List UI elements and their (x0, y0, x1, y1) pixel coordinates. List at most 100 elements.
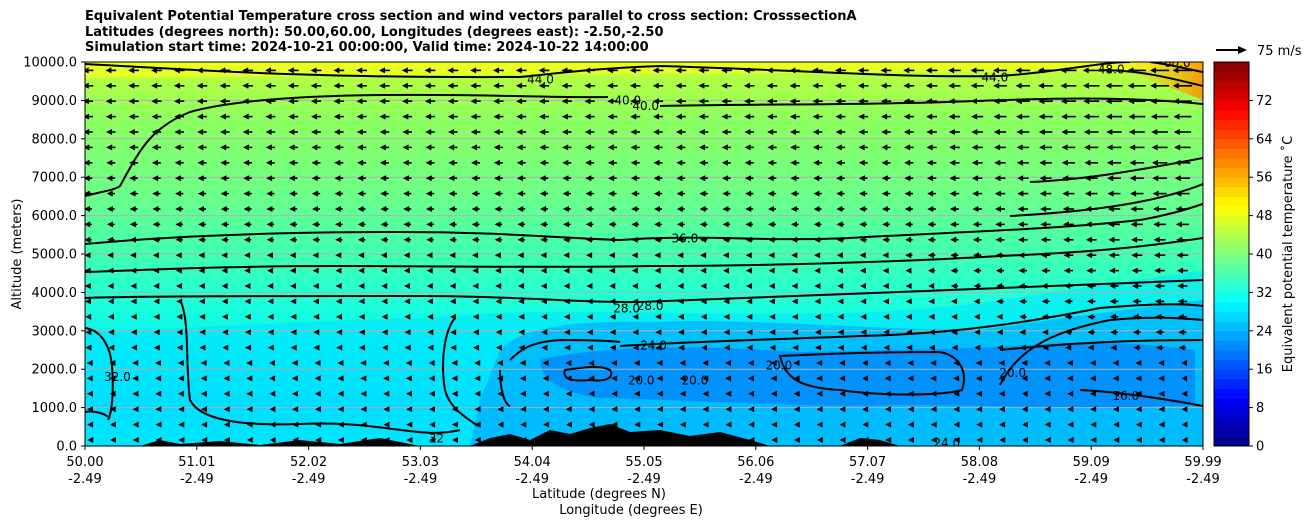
wind-arrow (1089, 375, 1096, 382)
contour-lines (85, 62, 1203, 434)
wind-arrow (538, 67, 550, 74)
wind-arrow (746, 344, 753, 351)
wind-arrow (1155, 344, 1164, 351)
wind-arrow (563, 252, 570, 259)
wind-arrow (835, 113, 846, 120)
contour-label: 16.0 (1112, 389, 1139, 403)
wind-arrow (1064, 329, 1072, 336)
colorbar-segment (1214, 158, 1249, 169)
wind-arrow (860, 313, 867, 320)
wind-arrow (128, 129, 139, 135)
wind-arrow (335, 236, 343, 243)
wind-arrow (928, 313, 935, 320)
wind-arrow (151, 113, 162, 120)
wind-arrow (789, 67, 801, 74)
wind-arrow (903, 98, 915, 105)
wind-arrow (743, 67, 755, 74)
wind-arrow (676, 190, 685, 197)
wind-arrow (1181, 437, 1188, 443)
wind-arrow (723, 267, 730, 274)
wind-arrow (584, 67, 596, 74)
x-tick-label-lon: -2.49 (515, 472, 549, 487)
wind-arrow (109, 360, 116, 366)
wind-arrow (87, 437, 94, 443)
wind-arrow (1181, 390, 1188, 397)
wind-arrow (447, 98, 458, 105)
wind-arrow (1085, 236, 1097, 243)
wind-arrow (949, 206, 959, 212)
wind-arrow (471, 159, 481, 166)
wind-arrow (1158, 406, 1165, 413)
wind-arrow (928, 267, 936, 274)
wind-arrow (494, 236, 503, 243)
wind-arrow (176, 329, 183, 336)
wind-arrow (586, 252, 593, 259)
wind-arrow (1127, 67, 1147, 74)
wind-arrow (290, 283, 297, 289)
wind-arrow (654, 283, 661, 289)
wind-arrow (222, 329, 229, 336)
wind-arrow (725, 406, 732, 413)
wind-arrow (859, 190, 868, 197)
wind-arrow (1021, 360, 1028, 366)
wind-arrow (1038, 98, 1053, 105)
wind-arrow (586, 313, 593, 320)
wind-arrow (631, 206, 640, 212)
wind-arrow (246, 421, 253, 428)
wind-arrow (470, 98, 481, 105)
wind-arrow (516, 98, 527, 105)
wind-arrow (1113, 421, 1120, 428)
wind-arrow (426, 267, 433, 274)
wind-arrow (541, 329, 548, 336)
wind-arrow (518, 344, 525, 351)
wind-arrow (768, 236, 776, 243)
wind-arrow (747, 375, 754, 382)
wind-arrow (86, 360, 93, 366)
wind-arrow (905, 298, 912, 305)
wind-arrow (1178, 344, 1187, 351)
contour-20-left (442, 317, 479, 427)
wind-arrow (676, 129, 686, 135)
wind-arrow (493, 82, 504, 89)
wind-arrow (379, 98, 390, 105)
wind-arrow (746, 283, 753, 289)
colorbar-tick-label: 24 (1256, 324, 1273, 339)
wind-arrow (246, 360, 253, 366)
wind-arrow (517, 190, 526, 197)
wind-arrow (971, 159, 983, 166)
wind-arrow (1090, 421, 1097, 428)
wind-arrow (129, 236, 138, 243)
wind-arrow (702, 406, 709, 413)
wind-arrow (789, 113, 800, 120)
wind-arrow (836, 190, 845, 197)
wind-arrow (907, 375, 914, 382)
wind-arrow (448, 190, 457, 197)
wind-arrow (313, 313, 320, 320)
wind-arrow (357, 206, 366, 212)
wind-arrow (839, 375, 846, 382)
wind-arrow (497, 437, 504, 443)
wind-arrow (654, 221, 662, 228)
wind-arrow (608, 190, 617, 197)
wind-arrow (243, 190, 252, 197)
wind-arrow (973, 252, 982, 259)
wind-arrow (497, 360, 504, 366)
wind-arrow (381, 329, 388, 336)
wind-arrow (975, 360, 982, 366)
colorbar-tick-label: 32 (1256, 286, 1273, 301)
wind-arrow (338, 437, 345, 443)
wind-arrow (721, 159, 731, 166)
wind-arrow (588, 437, 595, 443)
wind-arrow (311, 113, 321, 120)
wind-arrow (334, 175, 344, 182)
wind-arrow (358, 267, 365, 274)
wind-arrow (449, 267, 456, 274)
wind-arrow (677, 267, 684, 274)
wind-arrow (998, 375, 1005, 382)
wind-arrow (1060, 82, 1077, 89)
wind-arrow (1108, 252, 1120, 259)
wind-arrow (858, 175, 868, 182)
wind-arrow (1016, 159, 1029, 166)
wind-arrow (607, 129, 618, 135)
